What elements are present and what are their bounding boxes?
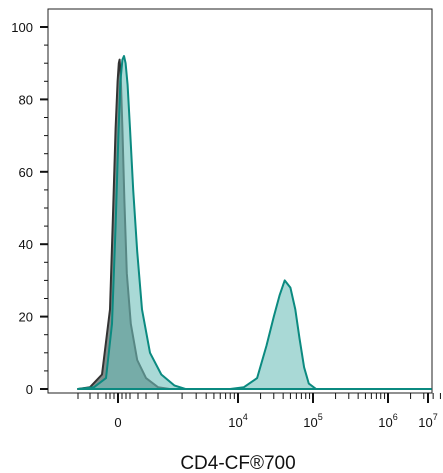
x-axis: 0 104 105 106 107 [77, 393, 441, 430]
y-tick-label: 60 [19, 165, 33, 180]
x-tick-label: 104 [228, 412, 247, 430]
histogram-series-2 [77, 55, 432, 390]
series-layer [77, 55, 432, 390]
y-tick-label: 40 [19, 237, 33, 252]
y-tick-label: 80 [19, 92, 33, 107]
y-tick-label: 20 [19, 310, 33, 325]
y-tick-label: 100 [11, 20, 33, 35]
x-tick-label: 0 [114, 415, 121, 430]
x-tick-label: 106 [378, 412, 397, 430]
x-axis-title: CD4-CF®700 [180, 453, 295, 473]
y-axis: 0 20 40 60 80 100 [11, 20, 48, 397]
x-tick-label: 107 [418, 412, 437, 430]
y-tick-label: 0 [26, 382, 33, 397]
x-tick-label: 105 [303, 412, 322, 430]
plot-frame [47, 8, 433, 394]
